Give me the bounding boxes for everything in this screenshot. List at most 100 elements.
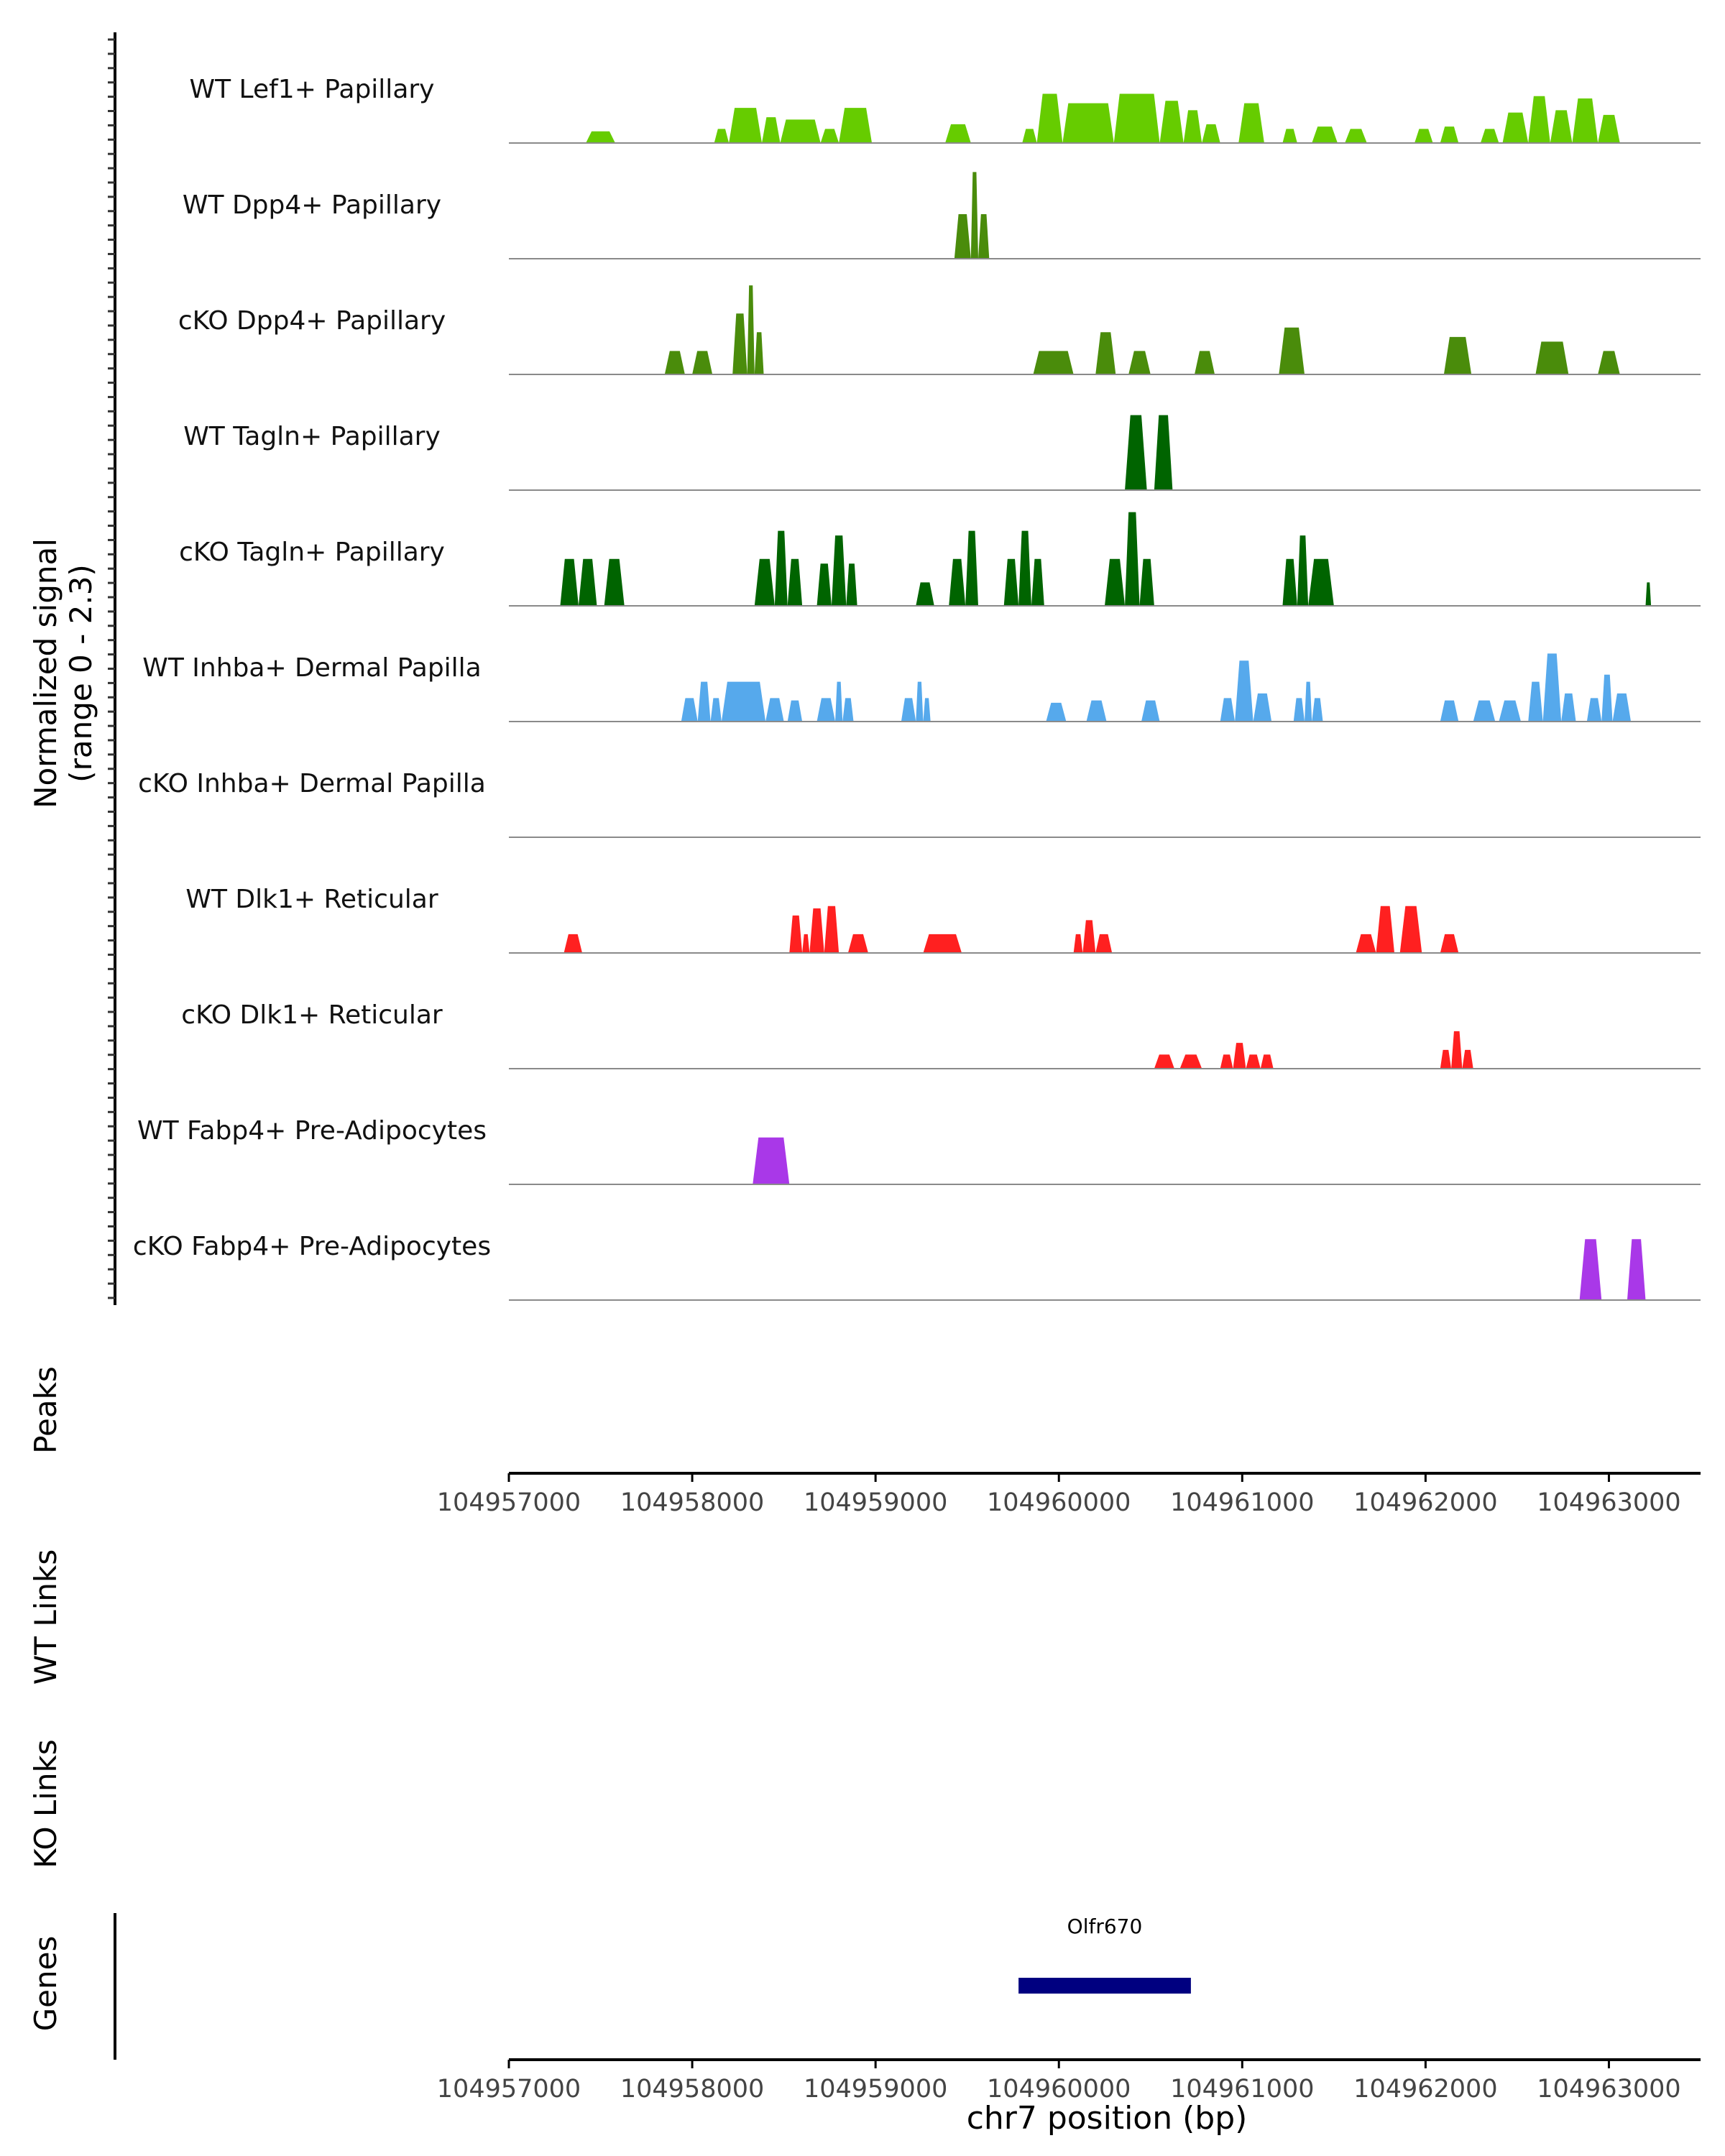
- signal-peak: [1356, 934, 1376, 953]
- signal-peak: [1645, 582, 1652, 606]
- signal-peak: [1282, 558, 1297, 606]
- track: WT Fabp4+ Pre-Adipocytes: [137, 1116, 1701, 1185]
- signal-peak: [1246, 1054, 1261, 1069]
- signal-peak: [978, 214, 990, 259]
- signal-peak: [916, 582, 934, 606]
- signal-peak: [1499, 700, 1522, 722]
- signal-peak: [1282, 129, 1297, 143]
- ko-links-track-label: KO Links: [28, 1739, 63, 1869]
- signal-peak: [839, 108, 873, 143]
- signal-peak: [1003, 558, 1019, 606]
- signal-peak: [816, 563, 832, 606]
- signal-peak: [560, 558, 579, 606]
- signal-peak: [824, 906, 840, 953]
- signal-peak: [1480, 129, 1499, 143]
- x-tick-label: 104960000: [987, 2075, 1131, 2104]
- signal-peak: [1086, 700, 1107, 722]
- x-tick-label: 104958000: [620, 2075, 764, 2104]
- gene-models: Olfr670: [1018, 1915, 1191, 1994]
- signal-peak: [586, 131, 615, 143]
- track-label: WT Lef1+ Papillary: [190, 75, 435, 104]
- signal-peak: [1550, 110, 1573, 143]
- signal-peak: [1440, 934, 1459, 953]
- signal-peak: [1095, 934, 1113, 953]
- signal-peak: [816, 698, 836, 722]
- signal-peak: [970, 172, 978, 259]
- signal-tracks: WT Lef1+ Papillary WT Dpp4+ Papillary cKO …: [133, 75, 1701, 1301]
- signal-peak: [1305, 681, 1312, 722]
- signal-peak: [916, 681, 924, 722]
- signal-peak: [1279, 327, 1305, 374]
- gene-body: [1018, 1978, 1191, 1994]
- genes-track-label: Genes: [28, 1936, 63, 2032]
- x-tick-label: 104963000: [1537, 2075, 1680, 2104]
- signal-peak: [754, 332, 764, 374]
- signal-peak: [1502, 112, 1529, 143]
- x-tick-label: 104962000: [1353, 2075, 1497, 2104]
- track-label: WT Dpp4+ Papillary: [183, 190, 441, 220]
- signal-peak: [1235, 660, 1254, 722]
- x-tick-label: 104957000: [437, 1488, 581, 1517]
- signal-peak: [732, 313, 748, 374]
- track: cKO Dpp4+ Papillary: [178, 285, 1701, 375]
- track: WT Inhba+ Dermal Papilla: [142, 653, 1701, 722]
- signal-peak: [1297, 535, 1309, 606]
- track-label: WT Fabp4+ Pre-Adipocytes: [137, 1116, 487, 1146]
- track: WT Tagln+ Papillary: [183, 415, 1701, 491]
- track-label: WT Inhba+ Dermal Papilla: [142, 653, 481, 683]
- track: WT Dlk1+ Reticular: [185, 885, 1701, 954]
- signal-peak: [1601, 674, 1613, 722]
- track: WT Lef1+ Papillary: [190, 75, 1701, 144]
- signal-peak: [1073, 934, 1083, 953]
- signal-peak: [945, 124, 971, 143]
- signal-peak: [1233, 1043, 1246, 1069]
- signal-peak: [787, 700, 803, 722]
- signal-peak: [1220, 698, 1236, 722]
- x-tick-label: 104960000: [987, 1488, 1131, 1517]
- signal-peak: [1440, 1049, 1452, 1069]
- signal-peak: [1561, 693, 1576, 722]
- signal-peak: [774, 530, 788, 606]
- signal-peak: [747, 285, 755, 374]
- signal-peak: [1018, 530, 1031, 606]
- signal-peak: [1082, 920, 1096, 953]
- signal-peak: [1238, 103, 1264, 143]
- signal-peak: [1376, 906, 1395, 953]
- signal-peak: [954, 214, 971, 259]
- signal-peak: [729, 108, 763, 143]
- signal-peak: [604, 558, 625, 606]
- signal-peak: [1440, 700, 1459, 722]
- track: cKO Inhba+ Dermal Papilla: [138, 769, 1701, 838]
- signal-peak: [1451, 1031, 1463, 1069]
- signal-peak: [1139, 558, 1154, 606]
- track: cKO Dlk1+ Reticular: [181, 1000, 1701, 1069]
- x-tick-label: 104957000: [437, 2075, 581, 2104]
- track-label: cKO Inhba+ Dermal Papilla: [138, 769, 486, 798]
- signal-peak: [1528, 681, 1543, 722]
- y-axis-label-line1: Normalized signal: [28, 538, 63, 808]
- signal-peak: [1462, 1049, 1473, 1069]
- signal-peak: [1033, 351, 1074, 374]
- signal-peak: [710, 698, 722, 722]
- x-tick-label: 104958000: [620, 1488, 764, 1517]
- x-axis-top: 104957000 104958000 104959000 104960000 1049…: [437, 1472, 1701, 1517]
- signal-peak: [1535, 341, 1569, 374]
- signal-peak: [965, 530, 978, 606]
- signal-peak: [1202, 124, 1220, 143]
- signal-peak: [765, 698, 784, 722]
- signal-peak: [664, 351, 685, 374]
- signal-peak: [1125, 415, 1147, 490]
- signal-peak: [721, 681, 766, 722]
- track-label: WT Dlk1+ Reticular: [185, 885, 438, 914]
- track-label: WT Tagln+ Papillary: [183, 422, 441, 451]
- x-tick-label: 104962000: [1353, 1488, 1497, 1517]
- signal-peak: [1260, 1054, 1274, 1069]
- signal-peak: [1598, 351, 1620, 374]
- signal-peak: [564, 934, 583, 953]
- signal-peak: [1183, 110, 1202, 143]
- signal-peak: [1579, 1239, 1602, 1300]
- signal-peak: [923, 934, 962, 953]
- signal-peak: [1154, 1054, 1174, 1069]
- signal-peak: [753, 1137, 790, 1184]
